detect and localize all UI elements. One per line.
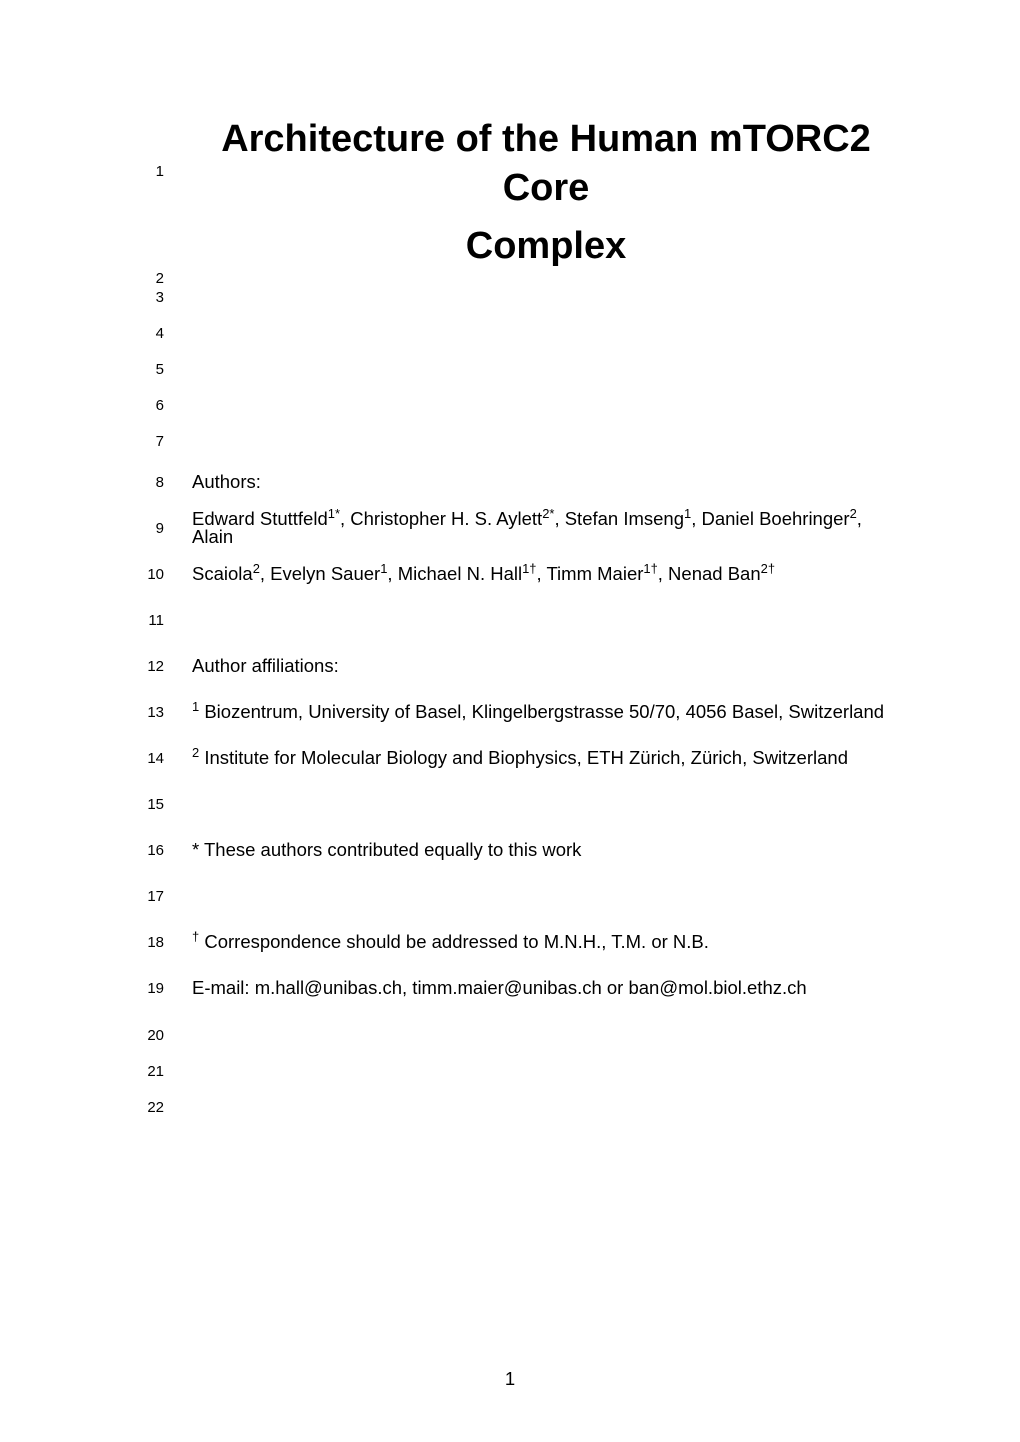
authors-line-2-row: 10 Scaiola2, Evelyn Sauer1, Michael N. H… [120, 551, 900, 597]
blank-line: 7 [120, 423, 900, 459]
blank-line: 21 [120, 1053, 900, 1089]
authors-line-2: Scaiola2, Evelyn Sauer1, Michael N. Hall… [192, 565, 900, 584]
line-number: 9 [120, 520, 192, 537]
equal-contribution-note: * These authors contributed equally to t… [192, 841, 900, 860]
authors-heading: Authors: [192, 473, 900, 492]
title-line-1-wrap: Architecture of the Human mTORC2 Core [192, 115, 900, 214]
title-text-line2: Complex [192, 222, 900, 271]
line-number: 15 [120, 796, 192, 813]
line-number: 18 [120, 934, 192, 951]
affiliations-heading-row: 12 Author affiliations: [120, 643, 900, 689]
line-number: 8 [120, 474, 192, 491]
blank-line: 20 [120, 1017, 900, 1053]
blank-line: 22 [120, 1089, 900, 1125]
line-number: 12 [120, 658, 192, 675]
email-note: E-mail: m.hall@unibas.ch, timm.maier@uni… [192, 979, 900, 998]
affiliation-2: 2 Institute for Molecular Biology and Bi… [192, 749, 900, 768]
blank-line: 5 [120, 351, 900, 387]
blank-line: 3 [120, 279, 900, 315]
affiliation-1-row: 13 1 Biozentrum, University of Basel, Kl… [120, 689, 900, 735]
blank-line: 6 [120, 387, 900, 423]
line-number: 1 [120, 163, 192, 180]
title-line-2-row: 2 Complex [120, 222, 900, 271]
email-row: 19 E-mail: m.hall@unibas.ch, timm.maier@… [120, 965, 900, 1011]
line-number: 3 [120, 289, 192, 306]
line-number: 5 [120, 361, 192, 378]
affiliation-1: 1 Biozentrum, University of Basel, Kling… [192, 703, 900, 722]
line-number: 6 [120, 397, 192, 414]
correspondence-note: † Correspondence should be addressed to … [192, 933, 900, 952]
line-number: 14 [120, 750, 192, 767]
blank-line: 11 [120, 597, 900, 643]
authors-line-1-row: 9 Edward Stuttfeld1*, Christopher H. S. … [120, 505, 900, 551]
title-line-2-wrap: Complex [192, 222, 900, 271]
page-number: 1 [0, 1368, 1020, 1390]
line-number: 2 [120, 270, 192, 287]
affiliations-heading: Author affiliations: [192, 657, 900, 676]
line-number: 17 [120, 888, 192, 905]
affiliation-2-row: 14 2 Institute for Molecular Biology and… [120, 735, 900, 781]
line-number: 4 [120, 325, 192, 342]
blank-line: 15 [120, 781, 900, 827]
line-number: 7 [120, 433, 192, 450]
manuscript-page: 1 Architecture of the Human mTORC2 Core … [0, 0, 1020, 1442]
line-number: 19 [120, 980, 192, 997]
line-number: 13 [120, 704, 192, 721]
authors-line-1: Edward Stuttfeld1*, Christopher H. S. Ay… [192, 510, 900, 547]
line-number: 22 [120, 1099, 192, 1116]
title-line-1-row: 1 Architecture of the Human mTORC2 Core [120, 115, 900, 214]
authors-heading-row: 8 Authors: [120, 459, 900, 505]
equal-contribution-row: 16 * These authors contributed equally t… [120, 827, 900, 873]
line-number: 11 [120, 612, 192, 629]
blank-line: 4 [120, 315, 900, 351]
blank-line: 17 [120, 873, 900, 919]
line-number: 16 [120, 842, 192, 859]
line-number: 10 [120, 566, 192, 583]
title-text-line1: Architecture of the Human mTORC2 Core [192, 115, 900, 214]
line-number: 21 [120, 1063, 192, 1080]
line-number: 20 [120, 1027, 192, 1044]
correspondence-row: 18 † Correspondence should be addressed … [120, 919, 900, 965]
